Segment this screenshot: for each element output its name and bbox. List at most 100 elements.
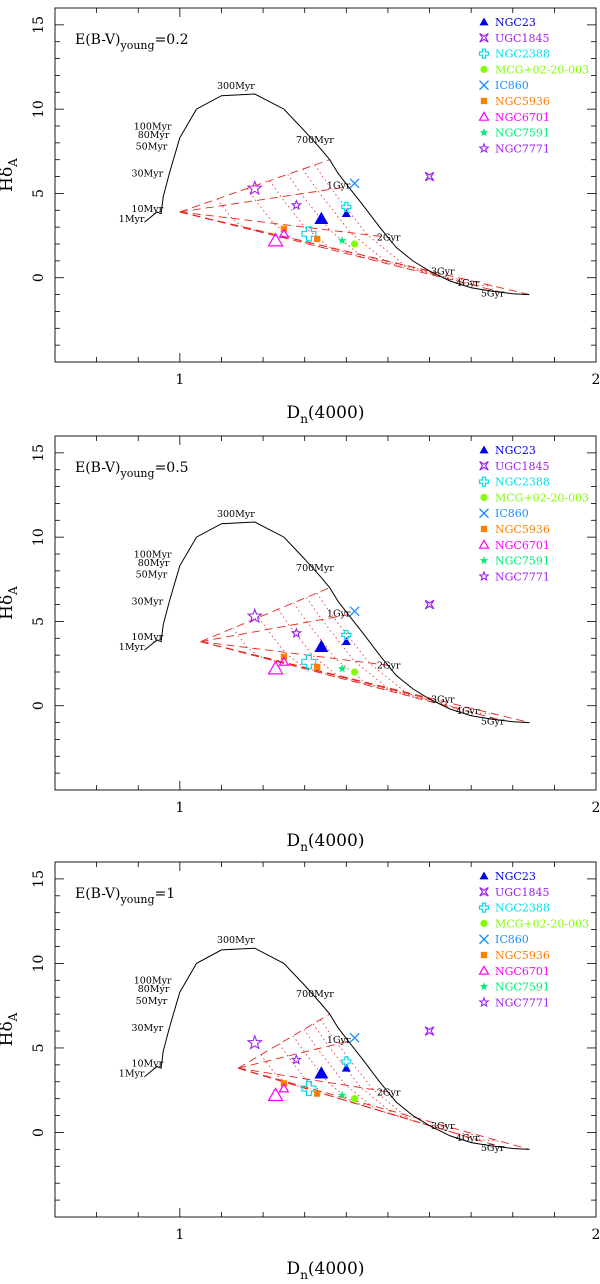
mixing-line — [238, 1040, 349, 1069]
y-tick-label: 0 — [31, 701, 47, 710]
legend-label: MCG+02-20-003 — [495, 491, 589, 504]
legend-label: NGC7591 — [495, 981, 550, 994]
data-point-ugc1845 — [424, 1026, 435, 1036]
y-tick-label: 15 — [31, 16, 47, 34]
mixing-fraction-curve — [216, 198, 268, 233]
legend-marker — [479, 33, 489, 43]
data-point-ngc7591 — [337, 664, 347, 673]
chart-panel-1: 1 2051015Dn(4000)HδAE(B-V)young=0.21Myr10… — [0, 7, 600, 426]
legend-label: NGC7591 — [495, 127, 550, 140]
legend-label: MCG+02-20-003 — [495, 63, 589, 76]
legend-label: NGC6701 — [495, 539, 550, 552]
x-tick-label: 2 — [592, 1227, 600, 1243]
y-tick-label: 10 — [31, 100, 47, 118]
data-point-ngc6701 — [278, 656, 290, 666]
data-point-ngc6701 — [267, 232, 284, 247]
data-point-ngc6701 — [267, 660, 284, 675]
mixing-fraction-curve — [278, 1043, 370, 1106]
y-tick-label: 0 — [31, 273, 47, 282]
legend-marker — [479, 508, 489, 519]
legend-label: NGC7771 — [495, 142, 550, 155]
ssp-track-line — [144, 521, 530, 724]
legend-label: NGC23 — [495, 444, 536, 457]
data-point-mcg-02-20-003 — [351, 1095, 359, 1103]
data-point-ngc7771 — [290, 627, 303, 639]
ssp-track-line — [144, 947, 530, 1150]
data-point-ngc6701 — [267, 1087, 284, 1102]
age-label: 2Gyr — [377, 1087, 401, 1098]
age-label: 700Myr — [296, 989, 334, 1000]
age-label: 100Myr — [134, 549, 172, 560]
mixing-fraction-curve — [292, 1035, 413, 1118]
mixing-fraction-curve — [277, 609, 398, 691]
data-point-ngc2388 — [301, 1080, 317, 1097]
x-tick-label: 1 — [175, 372, 184, 388]
mixing-fraction-curve — [306, 597, 471, 709]
age-label: 300Myr — [217, 509, 255, 520]
data-point-ic860 — [349, 606, 360, 617]
cross-stroke — [349, 606, 360, 617]
x-tick-label: 1 — [175, 800, 184, 816]
legend-marker — [480, 951, 488, 959]
plot-frame — [54, 861, 597, 1218]
data-point-ngc5936 — [314, 235, 321, 243]
mixing-grid — [200, 587, 530, 724]
data-point-ngc5936 — [314, 663, 321, 671]
age-label: 100Myr — [134, 976, 172, 987]
mixing-fraction-curve — [314, 164, 495, 287]
legend-marker — [480, 525, 488, 533]
ssp-track-line — [144, 93, 530, 296]
age-label: 80Myr — [138, 558, 170, 569]
x-tick-label: 2 — [592, 800, 600, 816]
y-tick-label: 15 — [31, 870, 47, 888]
age-label: 10Myr — [131, 1059, 163, 1070]
legend-label: IC860 — [495, 507, 529, 520]
legend-marker — [479, 887, 489, 897]
age-label: 4Gyr — [456, 706, 480, 717]
legend-label: NGC2388 — [495, 902, 550, 915]
mixing-line — [179, 211, 530, 296]
age-label: 3Gyr — [431, 694, 455, 705]
age-label: 30Myr — [131, 1023, 163, 1034]
data-points — [246, 1026, 435, 1103]
extinction-annotation: E(B-V)young=1 — [75, 886, 175, 906]
data-point-ic860 — [349, 1032, 360, 1043]
legend-marker — [480, 65, 488, 73]
data-point-ngc6701 — [278, 228, 290, 238]
legend-marker — [478, 539, 490, 549]
age-label: 5Gyr — [481, 288, 505, 299]
age-label: 1Myr — [119, 642, 145, 653]
data-point-ngc23 — [341, 1063, 351, 1072]
data-point-ngc23 — [314, 1066, 329, 1079]
legend-marker — [478, 111, 490, 121]
age-label: 1Gyr — [327, 608, 351, 619]
legend-label: UGC1845 — [495, 886, 549, 899]
mixing-fraction-curve — [312, 1023, 478, 1136]
mixing-line — [237, 1067, 530, 1150]
mixing-line — [200, 641, 388, 666]
legend-marker — [478, 902, 490, 913]
legend-marker — [479, 17, 489, 26]
data-point-ngc23 — [341, 637, 351, 646]
mixing-fraction-curve — [316, 592, 497, 715]
legend-label: UGC1845 — [495, 32, 549, 45]
legend-marker — [479, 128, 489, 137]
age-label: 80Myr — [138, 984, 170, 995]
legend-marker — [479, 445, 489, 454]
chart-panel-3: 1 2 0 5 10 15 Dn(4000) HδA E(B-V)young=1 1Myr10My… — [0, 861, 600, 1282]
y-tick-label: 10 — [31, 955, 47, 973]
legend-label: NGC7771 — [495, 570, 550, 583]
legend: NGC23 UGC1845 NGC2388 MCG+02-20-003 IC860 NGC… — [478, 16, 589, 155]
extinction-annotation: E(B-V)young=0.5 — [75, 460, 189, 480]
legend-label: NGC23 — [495, 870, 536, 883]
data-point-ngc23 — [341, 209, 351, 218]
legend-label: IC860 — [495, 79, 529, 92]
legend-label: NGC2388 — [495, 476, 550, 489]
age-label: 30Myr — [131, 169, 163, 180]
data-point-ugc1845 — [424, 171, 435, 182]
legend-marker — [479, 934, 489, 945]
data-point-ngc7591 — [337, 1090, 347, 1099]
age-label: 4Gyr — [456, 278, 480, 289]
data-points — [246, 171, 435, 248]
data-point-ngc7591 — [337, 236, 347, 245]
